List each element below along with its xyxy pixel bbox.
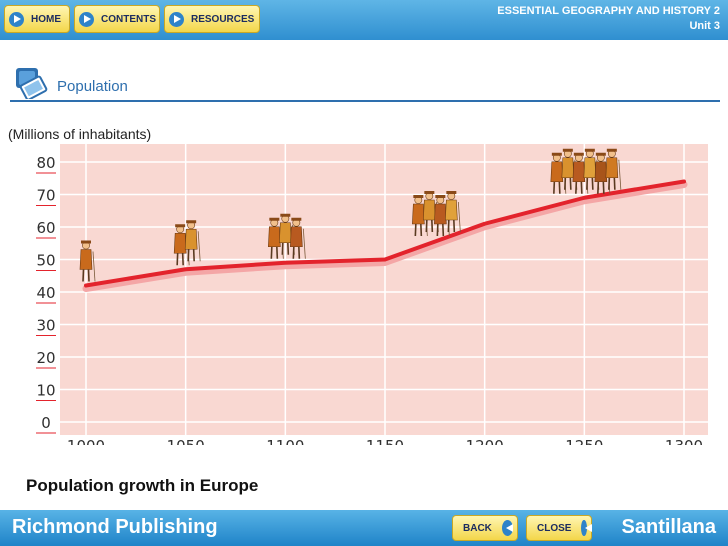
population-chart: 0 10 20 30 40 50 60 70 80 1000 1050 1100 1150 1200 12… [36, 144, 708, 445]
publisher-right: Santillana [621, 516, 716, 538]
close-arrow-icon [581, 520, 592, 536]
resources-label: RESOURCES [191, 13, 255, 25]
x-tick-label: 1300 [665, 437, 703, 445]
play-icon [9, 11, 24, 27]
y-tick-label: 50 [36, 252, 55, 270]
y-tick-label: 20 [36, 349, 55, 367]
x-tick-label: 1000 [67, 437, 105, 445]
y-tick-labels: 0 10 20 30 40 50 60 70 80 [36, 154, 56, 434]
person-figure [445, 191, 461, 233]
home-button[interactable]: HOME [4, 5, 70, 33]
header-title: ESSENTIAL GEOGRAPHY AND HISTORY 2 Unit 3 [497, 4, 720, 34]
contents-label: CONTENTS [101, 13, 156, 25]
person-figure [173, 224, 190, 266]
series-layer [82, 179, 688, 292]
top-bar: HOME CONTENTS RESOURCES ESSENTIAL GEOGRA… [0, 0, 728, 40]
x-tick-label: 1150 [366, 437, 404, 445]
back-button[interactable]: BACK [452, 515, 518, 541]
section-divider [10, 100, 720, 102]
y-tick-label: 60 [36, 219, 55, 237]
back-arrow-icon [501, 520, 513, 536]
unit-label: Unit 3 [689, 20, 720, 32]
section-title: Population [57, 78, 128, 95]
y-tick-label: 70 [36, 187, 55, 205]
x-tick-label: 1100 [266, 437, 304, 445]
play-icon [79, 11, 94, 27]
book-title: ESSENTIAL GEOGRAPHY AND HISTORY 2 [497, 5, 720, 17]
publisher-left: Richmond Publishing [12, 516, 218, 538]
y-tick-label: 30 [36, 317, 55, 335]
x-tick-label: 1050 [167, 437, 205, 445]
series-line [84, 179, 686, 288]
play-icon [169, 11, 184, 27]
person-figure [290, 217, 306, 259]
person-figure [184, 220, 201, 262]
back-label: BACK [463, 522, 492, 534]
close-label: CLOSE [537, 522, 572, 534]
resources-button[interactable]: RESOURCES [164, 5, 260, 33]
home-label: HOME [31, 13, 61, 25]
person-figure [605, 148, 622, 190]
person-figure [594, 152, 611, 194]
x-tick-label: 1200 [466, 437, 504, 445]
x-tick-label: 1250 [565, 437, 603, 445]
y-tick-label: 0 [41, 414, 51, 432]
chart-title: Population growth in Europe [26, 476, 259, 495]
book-icon [16, 68, 48, 99]
contents-button[interactable]: CONTENTS [74, 5, 160, 33]
plot-background [60, 144, 708, 435]
series-line-shadow [82, 181, 688, 292]
person-figure [79, 240, 96, 282]
footer-bar: Richmond Publishing BACK CLOSE Santillan… [0, 510, 728, 546]
y-tick-label: 40 [36, 284, 55, 302]
x-tick-labels: 1000 1050 1100 1150 1200 1250 1300 [67, 437, 703, 445]
y-axis-label: (Millions of inhabitants) [8, 126, 152, 142]
y-tick-label: 10 [36, 382, 55, 400]
y-tick-label: 80 [36, 154, 55, 172]
population-figures [79, 148, 622, 282]
close-button[interactable]: CLOSE [526, 515, 592, 541]
